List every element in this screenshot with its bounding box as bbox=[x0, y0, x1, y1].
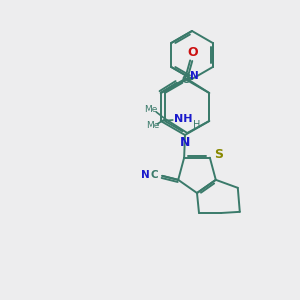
Text: S: S bbox=[214, 148, 224, 161]
Text: C: C bbox=[151, 170, 158, 180]
Text: Me: Me bbox=[147, 121, 160, 130]
Text: O: O bbox=[187, 46, 198, 59]
Text: Me: Me bbox=[145, 106, 158, 115]
Text: N: N bbox=[180, 136, 190, 148]
Text: H: H bbox=[193, 120, 200, 130]
Text: N: N bbox=[142, 170, 150, 180]
Text: N: N bbox=[190, 71, 199, 81]
Text: NH: NH bbox=[173, 114, 192, 124]
Text: C: C bbox=[182, 75, 189, 85]
